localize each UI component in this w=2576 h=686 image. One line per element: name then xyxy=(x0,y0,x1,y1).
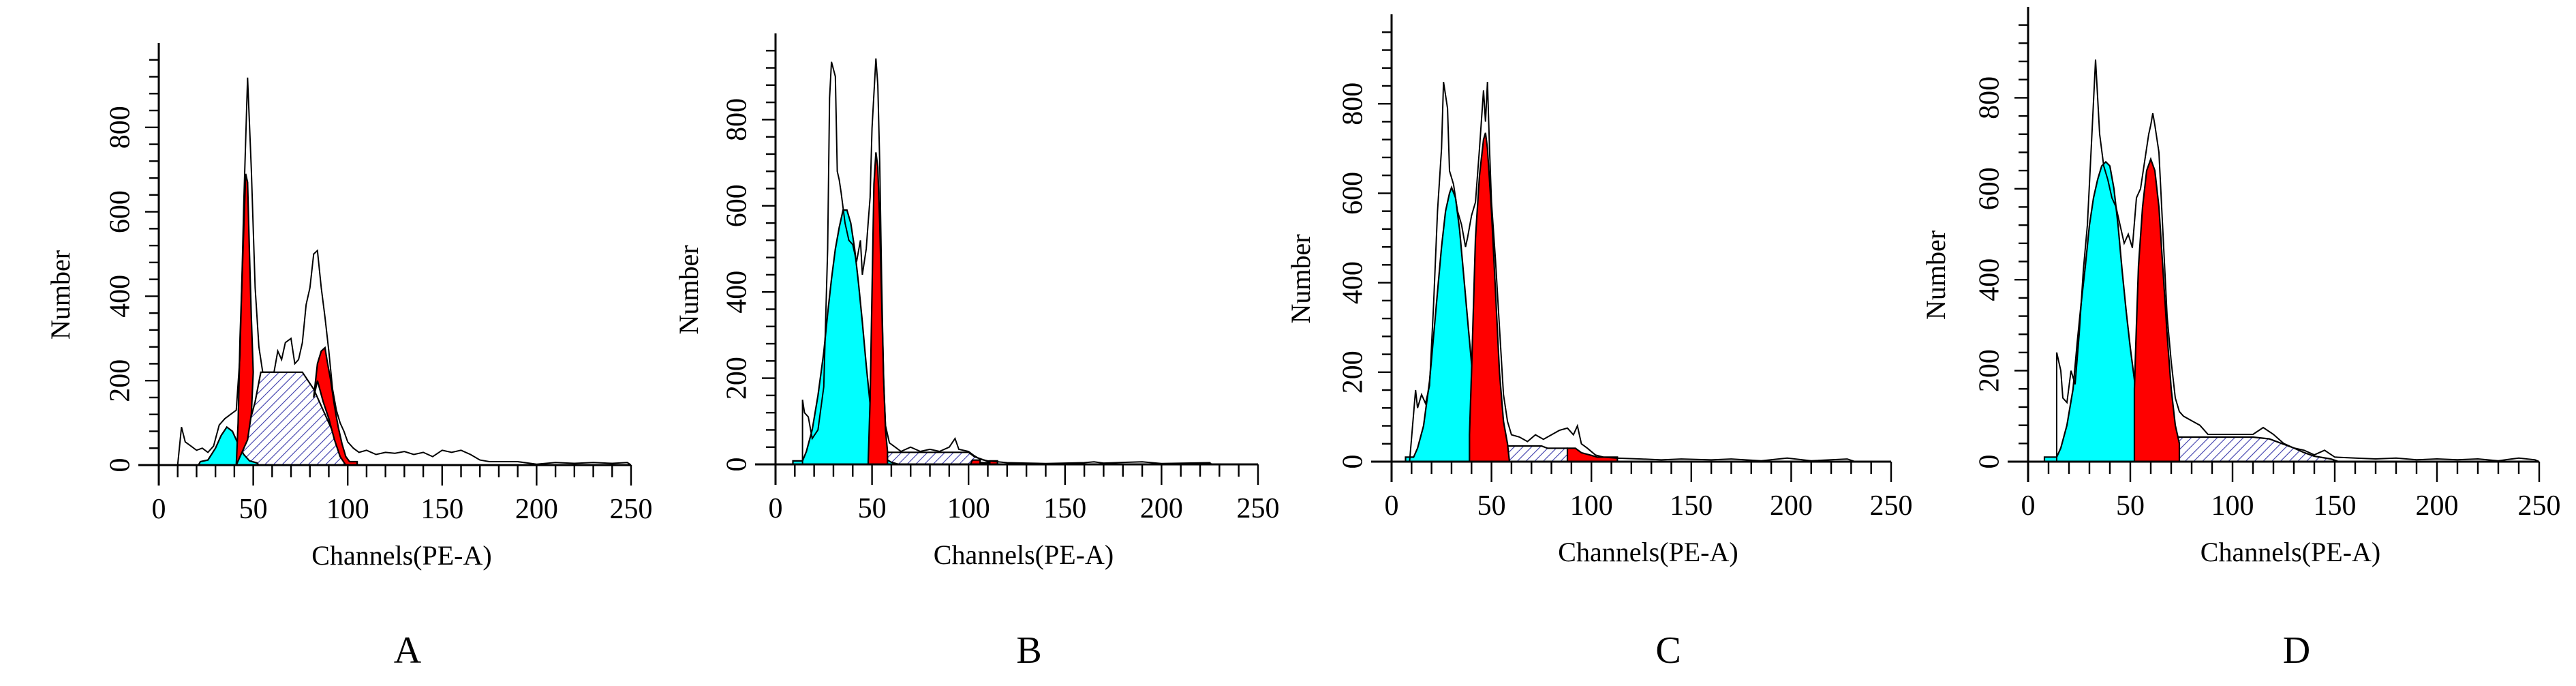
x-tick-label: 0 xyxy=(2021,490,2036,522)
series-g2-m xyxy=(1469,132,1511,463)
x-tick-label: 100 xyxy=(2211,490,2254,522)
y-tick-label: 800 xyxy=(105,106,136,149)
x-tick-label: 200 xyxy=(1140,493,1183,524)
series-total-histogram xyxy=(1392,81,1891,462)
series-total-histogram xyxy=(776,58,1258,465)
y-tick-label: 400 xyxy=(722,271,753,314)
series-g2-m xyxy=(2133,157,2181,463)
y-tick-label: 400 xyxy=(105,275,136,318)
y-tick-label: 600 xyxy=(1974,167,2006,210)
x-tick-label: 0 xyxy=(769,493,783,524)
x-axis-title: Channels(PE-A) xyxy=(2201,537,2380,567)
panel-label: C xyxy=(1655,629,1681,672)
y-tick-label: 0 xyxy=(1338,455,1369,469)
x-tick-label: 0 xyxy=(1385,490,1399,522)
x-tick-label: 150 xyxy=(2314,490,2357,522)
x-tick-label: 150 xyxy=(1043,493,1086,524)
series-total-histogram xyxy=(159,77,632,466)
y-tick-label: 0 xyxy=(105,458,136,473)
y-tick-label: 600 xyxy=(722,184,753,227)
panel-d: Number Channels(PE-A) D 0 200 400 600 800 0 50… xyxy=(1920,7,2561,672)
series-g2-m-2 xyxy=(313,346,358,466)
x-axis-title: Channels(PE-A) xyxy=(311,540,491,571)
x-tick-label: 50 xyxy=(1477,490,1506,522)
panel-label: D xyxy=(2283,629,2310,672)
y-tick-label: 200 xyxy=(1974,349,2006,392)
y-tick-label: 200 xyxy=(722,357,753,400)
y-tick-label: 400 xyxy=(1974,258,2006,301)
y-tick-label: 0 xyxy=(1974,455,2006,469)
y-tick-label: 800 xyxy=(1974,76,2006,119)
x-tick-label: 250 xyxy=(610,494,653,525)
panel-c: Number Channels(PE-A) C 0 200 400 600 800 0 50… xyxy=(1285,14,1913,672)
y-tick-label: 400 xyxy=(1338,261,1369,304)
panel-label: B xyxy=(1016,629,1041,672)
panel-a: Number Channels(PE-A) A 0 200 400 600 800 0 50… xyxy=(45,43,653,672)
x-tick-label: 200 xyxy=(1770,490,1813,522)
x-tick-label: 100 xyxy=(326,494,369,525)
y-tick-label: 200 xyxy=(105,359,136,402)
x-axis-title: Channels(PE-A) xyxy=(1558,537,1738,567)
x-tick-label: 250 xyxy=(2518,490,2561,522)
x-tick-label: 50 xyxy=(858,493,887,524)
y-tick-label: 800 xyxy=(722,98,753,141)
x-tick-label: 250 xyxy=(1237,493,1280,524)
series-g2-m-2 xyxy=(1566,447,1619,463)
x-tick-label: 250 xyxy=(1870,490,1913,522)
x-tick-label: 150 xyxy=(420,494,463,525)
y-axis-title: Number xyxy=(1285,234,1316,323)
x-axis-title: Channels(PE-A) xyxy=(934,539,1114,570)
series-g2-m xyxy=(867,152,889,466)
x-tick-label: 50 xyxy=(239,494,268,525)
x-tick-label: 200 xyxy=(515,494,558,525)
panel-label: A xyxy=(394,629,422,672)
y-axis-title: Number xyxy=(673,245,704,334)
x-tick-label: 200 xyxy=(2416,490,2459,522)
x-tick-label: 50 xyxy=(2116,490,2145,522)
x-tick-label: 150 xyxy=(1670,490,1713,522)
panel-b: Number Channels(PE-A) B 0 200 400 600 800 0 50… xyxy=(673,33,1280,672)
y-tick-label: 800 xyxy=(1338,83,1369,125)
series-g0-g1 xyxy=(197,426,261,466)
y-tick-label: 0 xyxy=(722,458,753,472)
y-tick-label: 600 xyxy=(105,190,136,233)
x-tick-label: 100 xyxy=(947,493,990,524)
y-axis-title: Number xyxy=(1920,230,1951,320)
series-total-histogram xyxy=(2028,59,2540,462)
y-tick-label: 600 xyxy=(1338,172,1369,215)
x-tick-label: 0 xyxy=(152,494,166,525)
y-axis-title: Number xyxy=(45,250,76,340)
x-tick-label: 100 xyxy=(1570,490,1613,522)
series-g2-m-1 xyxy=(235,173,254,466)
y-tick-label: 200 xyxy=(1338,351,1369,393)
